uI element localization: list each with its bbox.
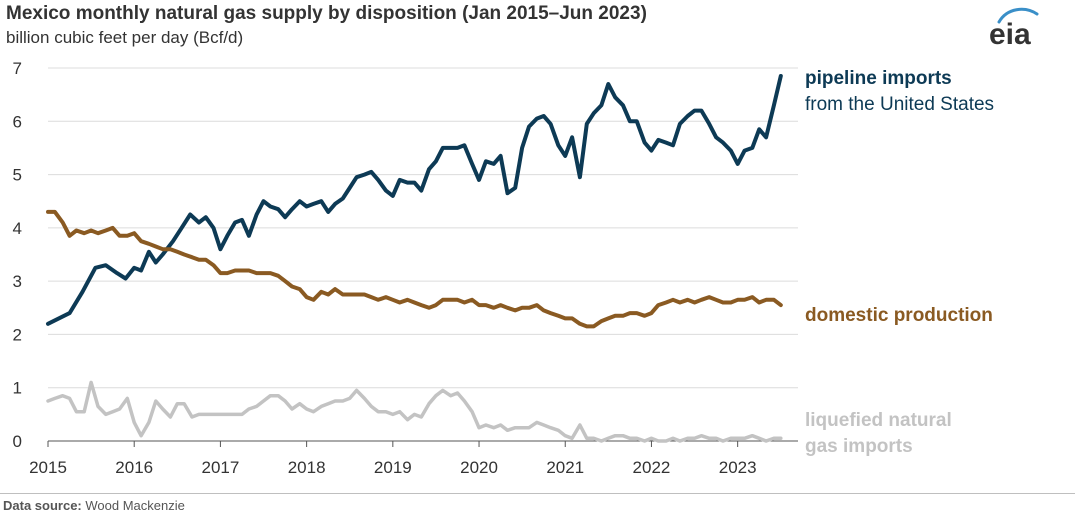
- x-tick-label-2018: 2018: [288, 458, 326, 477]
- data-source: Data source: Wood Mackenzie: [3, 498, 185, 513]
- x-tick-label-2019: 2019: [374, 458, 412, 477]
- x-tick-label-2015: 2015: [29, 458, 67, 477]
- y-tick-label-6: 6: [13, 112, 22, 131]
- x-tick-label-2021: 2021: [546, 458, 584, 477]
- eia-logo-icon: eia: [989, 7, 1039, 50]
- y-tick-label-4: 4: [13, 219, 22, 238]
- chart-subtitle: billion cubic feet per day (Bcf/d): [6, 28, 244, 47]
- pipeline-imports-label-line-1: pipeline imports: [805, 68, 952, 89]
- domestic-production-label-line-1: domestic production: [805, 305, 993, 326]
- pipeline-imports-line: [46, 74, 783, 326]
- x-tick-label-2022: 2022: [633, 458, 671, 477]
- source-label: Data source:: [3, 498, 82, 513]
- y-tick-label-7: 7: [13, 59, 22, 78]
- svg-text:eia: eia: [989, 18, 1031, 50]
- y-tick-label-0: 0: [13, 432, 22, 451]
- lng-imports-label-line-2: gas imports: [805, 436, 913, 457]
- y-tick-label-5: 5: [13, 166, 22, 185]
- y-tick-label-1: 1: [13, 379, 22, 398]
- x-tick-label-2016: 2016: [115, 458, 153, 477]
- source-value: Wood Mackenzie: [85, 498, 185, 513]
- y-tick-label-3: 3: [13, 272, 22, 291]
- domestic-production-line: [46, 209, 783, 329]
- x-tick-label-2017: 2017: [201, 458, 239, 477]
- footer-divider: [0, 493, 1075, 494]
- pipeline-imports-label-line-2: from the United States: [805, 94, 994, 115]
- x-tick-label-2023: 2023: [719, 458, 757, 477]
- lng-imports-label-line-1: liquefied natural: [805, 410, 952, 431]
- lng-imports-line: [46, 380, 783, 443]
- chart-title: Mexico monthly natural gas supply by dis…: [6, 3, 647, 24]
- y-tick-label-2: 2: [13, 325, 22, 344]
- x-tick-label-2020: 2020: [460, 458, 498, 477]
